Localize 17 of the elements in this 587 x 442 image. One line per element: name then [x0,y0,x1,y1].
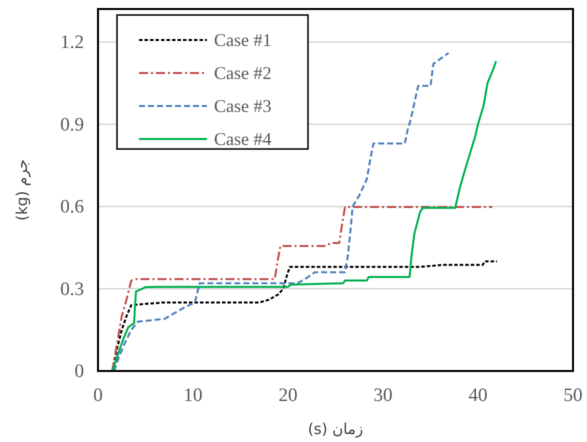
y-tick-label: 1.2 [60,32,84,53]
x-tick-label: 0 [93,385,103,406]
legend-label: Case #3 [214,96,272,116]
x-tick-label: 20 [278,385,298,406]
legend-label: Case #4 [214,129,272,149]
y-tick-label: 0.3 [60,278,84,300]
legend-label: Case #2 [214,63,272,83]
y-tick-label: 0 [74,361,84,382]
y-tick-label: 0.9 [60,114,84,136]
x-tick-label: 10 [184,385,202,406]
y-axis-title: جرم (kg) [13,159,31,221]
x-tick-label: 50 [564,385,582,406]
legend-label: Case #1 [214,30,272,50]
x-tick-label: 40 [468,385,488,406]
x-tick-label: 30 [374,385,392,406]
y-tick-label: 0.6 [60,196,84,218]
x-axis-title: زمان (s) [308,420,364,438]
